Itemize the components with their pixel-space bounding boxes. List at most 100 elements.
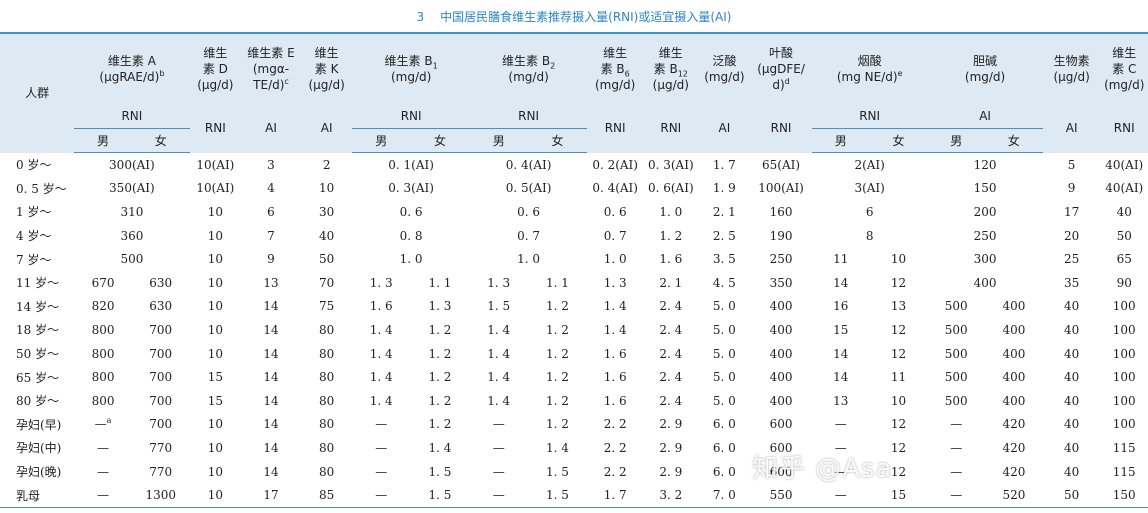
vitamin-b1-female-cell: 1. 2 <box>428 346 452 361</box>
vitamin-a-note-mark: a <box>106 416 112 426</box>
choline-cell: 120 <box>973 157 997 172</box>
vitamin-c-cell: 150 <box>1100 483 1148 508</box>
vitamin-k-cell: 10 <box>318 181 335 196</box>
niacin-cell: 2(AI) <box>854 157 885 172</box>
vitamin-intake-table: 人群 维生素 A (μgRAE/d)b 维生素 D (μg/d) 维生素 E (mgα… <box>0 32 1148 508</box>
vitamin-k-cell: 80 <box>318 417 335 432</box>
header-vitamin-b1-type: RNI <box>352 104 470 129</box>
vitamin-k-cell: 80 <box>318 370 335 385</box>
niacin-male-cell: — <box>834 440 847 455</box>
population-cell: 7 岁～ <box>16 252 52 267</box>
header-choline-male: 男 <box>927 128 986 153</box>
population-cell: 乳母 <box>0 483 75 508</box>
vitamin-a-cell: 350(AI) <box>109 181 155 196</box>
vitamin-a-male-cell: 800 <box>91 370 115 385</box>
choline-cell: 200 <box>973 204 997 219</box>
vitamin-d-cell: 10 <box>207 322 223 337</box>
population-cell: 11 岁～ <box>16 276 60 291</box>
table-row: 65 岁～ 800 700 15 14 80 1. 4 1. 2 1. 4 1. 2 1. 6 2. … <box>0 365 1148 389</box>
vitamin-a-female-cell: 700 <box>149 346 173 361</box>
vitamin-b1-male-cell: 1. 4 <box>369 370 393 385</box>
vitamin-e-cell: 7 <box>267 228 275 243</box>
vitamin-b6-cell: 0. 7 <box>603 228 627 243</box>
vitamin-a-female-cell: 630 <box>149 275 173 290</box>
population-cell: 50 岁～ <box>16 347 60 362</box>
vitamin-b12-cell: 1. 2 <box>659 228 683 243</box>
choline-female-cell: 520 <box>985 483 1043 508</box>
niacin-female-cell: 11 <box>890 370 907 385</box>
vitamin-b2-male-cell: — <box>492 464 505 479</box>
vitamin-d-cell: 15 <box>207 370 223 385</box>
vitamin-b2-male-cell: 1. 4 <box>487 322 511 337</box>
header-vitamin-d-type: RNI <box>189 104 242 153</box>
vitamin-b2-female-cell: 1. 1 <box>545 275 569 290</box>
vitamin-a-cell: 300(AI) <box>109 157 155 172</box>
header-vitamin-d: 维生素 D (μg/d) <box>189 32 242 104</box>
biotin-cell: 20 <box>1063 228 1080 243</box>
vitamin-b2-male-cell: 1. 4 <box>487 346 511 361</box>
niacin-male-cell: 13 <box>833 393 849 408</box>
vitamin-b1-cell: 0. 3(AI) <box>388 181 434 196</box>
vitamin-b6-cell: 1. 6 <box>603 370 627 385</box>
choline-cell: 250 <box>973 228 997 243</box>
vitamin-a-female-cell: 630 <box>149 299 173 314</box>
population-cell: 孕妇(晚) <box>16 465 62 480</box>
header-vitamin-b2-type: RNI <box>469 104 588 129</box>
vitamin-e-cell: 14 <box>263 393 279 408</box>
vitamin-e-cell: 3 <box>267 157 275 172</box>
header-folate: 叶酸 (μgDFE/d)d <box>750 32 812 104</box>
vitamin-a-male-cell: 800 <box>91 346 115 361</box>
vitamin-b1-female-cell: 1. 5 <box>410 483 470 508</box>
vitamin-b12-cell: 2. 9 <box>659 417 683 432</box>
table-row: 50 岁～ 800 700 10 14 80 1. 4 1. 2 1. 4 1. 2 1. 6 2. … <box>0 342 1148 366</box>
vitamin-b2-cell: 0. 4(AI) <box>505 157 552 172</box>
vitamin-b2-cell: 1. 0 <box>517 252 541 267</box>
header-choline-female: 女 <box>985 128 1043 153</box>
table-row: 4 岁～ 360 10 7 40 0. 8 0. 7 0. 7 1. 2 2. 5 190 8 250 2… <box>0 224 1148 248</box>
vitamin-k-cell: 85 <box>300 483 353 508</box>
niacin-female-cell: 10 <box>890 252 907 267</box>
header-vitamin-b1-female: 女 <box>410 128 470 153</box>
vitamin-a-male-cell: 800 <box>91 322 115 337</box>
vitamin-b1-male-cell: 1. 3 <box>369 275 393 290</box>
vitamin-b1-female-cell: 1. 2 <box>428 370 452 385</box>
vitamin-d-cell: 10 <box>207 228 223 243</box>
header-vitamin-e: 维生素 E (mgα- TE/d)c <box>241 32 301 104</box>
niacin-male-cell: — <box>834 417 847 432</box>
vitamin-e-cell: 14 <box>263 299 279 314</box>
vitamin-d-cell: 10 <box>207 417 223 432</box>
vitamin-a-female-cell: 700 <box>149 370 173 385</box>
pantothenic-cell: 1. 7 <box>712 157 736 172</box>
choline-female-cell: 400 <box>1002 346 1026 361</box>
vitamin-b12-cell: 2. 4 <box>659 393 683 408</box>
table-row: 乳母 —1300 10 17 85—1. 5—1. 5 1. 7 3. 2 7. 0 550—1… <box>0 483 1148 508</box>
vitamin-b2-female-cell: 1. 5 <box>527 483 588 508</box>
vitamin-b6-cell: 1. 6 <box>603 393 627 408</box>
biotin-cell: 17 <box>1063 204 1080 219</box>
header-vitamin-b12-type: RNI <box>642 104 699 153</box>
vitamin-b1-female-cell: 1. 2 <box>428 393 452 408</box>
biotin-cell: 40 <box>1063 346 1080 361</box>
vitamin-c-cell: 115 <box>1112 464 1136 479</box>
choline-male-cell: — <box>950 464 963 479</box>
folate-cell: 190 <box>769 228 793 243</box>
vitamin-d-cell: 10 <box>207 346 223 361</box>
vitamin-b1-male-cell: — <box>375 440 388 455</box>
niacin-male-cell: 14 <box>833 346 849 361</box>
pantothenic-cell: 1. 9 <box>712 181 736 196</box>
vitamin-b2-cell: 0. 5(AI) <box>505 181 552 196</box>
vitamin-b1-male-cell: 1. 6 <box>369 299 393 314</box>
niacin-female-cell: 12 <box>890 275 907 290</box>
vitamin-k-cell: 2 <box>322 157 331 172</box>
population-cell: 0 岁～ <box>16 158 52 173</box>
table-row: 18 岁～ 800 700 10 14 80 1. 4 1. 2 1. 4 1. 2 1. 4 2. … <box>0 318 1148 342</box>
vitamin-b12-cell: 2. 9 <box>659 464 683 479</box>
niacin-female-cell: 12 <box>890 417 907 432</box>
vitamin-b6-cell: 1. 0 <box>603 252 627 267</box>
vitamin-b2-male-cell: — <box>492 440 505 455</box>
vitamin-b2-male-cell: 1. 5 <box>487 299 511 314</box>
vitamin-a-female-cell: 770 <box>149 440 173 455</box>
pantothenic-cell: 7. 0 <box>698 483 751 508</box>
vitamin-e-cell: 14 <box>263 440 279 455</box>
header-vitamin-b12: 维生素 B12 (μg/d) <box>642 32 699 104</box>
